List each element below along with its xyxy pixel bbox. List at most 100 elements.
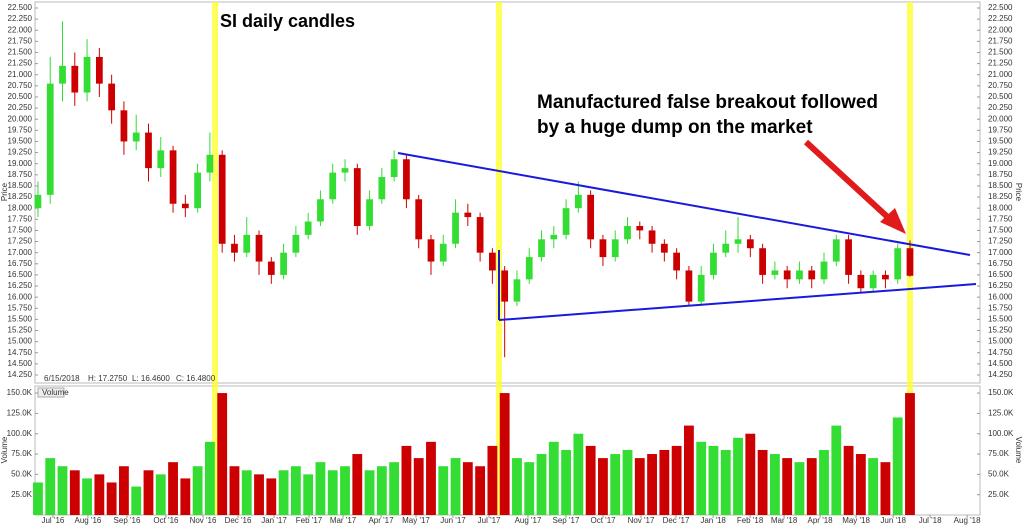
y-tick-label: 21.000 [8,70,33,79]
volume-bar [168,462,178,515]
volume-bar [745,433,756,515]
volume-bar [401,445,412,515]
x-tick-label: Sep '16 [114,516,141,525]
candle-body [525,257,533,280]
price-panel [34,1,981,384]
candle-body [218,154,226,244]
volume-bar [659,449,670,515]
y2-tick-label: 150.0K [988,388,1014,397]
y-tick-label: 16.500 [988,270,1013,279]
candle-body [145,132,152,169]
annotation: Manufactured false breakout followed [537,92,878,113]
x-tick-label: Mar '18 [771,516,798,525]
candle-body [771,270,779,275]
info-date: 6/15/2018 [44,374,80,383]
y-tick-label: 14.750 [8,348,33,357]
candle-body [673,252,681,271]
x-tick-label: Jan '18 [700,516,726,525]
y-tick-label: 14.500 [988,359,1013,368]
candle-body [439,243,447,262]
x-tick-label: Feb '17 [296,516,323,525]
candle-body [587,194,595,240]
candle-body [267,261,275,275]
volume-bar [364,470,375,515]
volume-bar [33,482,43,515]
volume-bar [683,425,694,515]
y-tick-label: 17.000 [8,248,33,257]
volume-bar [106,482,117,515]
y-tick-label: 17.000 [988,248,1013,257]
volume-bar [450,458,461,515]
chart-title: SI daily candles [220,11,355,31]
y-tick-label: 15.000 [988,337,1013,346]
x-tick-label: Jul '18 [919,516,942,525]
volume-bar [475,466,486,515]
y-tick-label: 20.000 [8,114,33,123]
candle-body [292,234,300,253]
y-tick-label: 17.750 [8,214,33,223]
volume-badge [37,387,65,398]
y-tick-label: 15.750 [988,303,1013,312]
volume-bar [536,454,547,515]
candle-body [513,279,521,302]
candle-body [783,270,791,280]
info-close: C: 16.4800 [176,374,216,383]
arrow-head [880,208,906,234]
y2-tick-label: 125.0K [7,409,33,418]
volume-bar [548,441,559,515]
y-tick-label: 22.000 [988,25,1013,34]
volume-bar [708,445,719,515]
y-tick-label: 14.750 [988,348,1013,357]
y-tick-label: 16.250 [988,281,1013,290]
volume-bar [192,466,203,515]
candle-body [34,194,42,209]
candle-body [120,110,128,142]
candle-body [820,261,828,280]
volume-bar [905,393,915,515]
y-tick-label: 14.250 [8,370,33,379]
volume-bar [426,441,436,515]
volume-bar [217,393,228,515]
candle-body [722,243,730,253]
volume-bar [769,454,780,515]
y-axis-label: Price [0,182,9,201]
candle-body [59,65,66,84]
candle-body [194,172,201,209]
volume-bar [315,462,326,515]
y-tick-label: 21.000 [988,70,1013,79]
y-tick-label: 16.500 [8,270,33,279]
y2-tick-label: 100.0K [7,429,33,438]
y2-tick-label: 25.0K [11,490,33,499]
candle-body [206,154,214,173]
candle-body [378,177,386,200]
y-tick-label: 19.500 [988,137,1013,146]
y2-tick-label: 50.0K [11,469,33,478]
volume-bar [561,449,571,515]
y-tick-label: 21.250 [988,59,1013,68]
y-tick-label: 19.250 [8,148,33,157]
candle-body [415,199,423,240]
y-axis-label: Price [1014,183,1023,202]
y-tick-label: 15.250 [988,326,1013,335]
y-tick-label: 16.000 [988,292,1013,301]
volume-bar [622,449,633,515]
highlight [212,2,218,515]
volume-bar [155,474,166,515]
y-tick-label: 19.000 [988,159,1013,168]
y-tick-label: 21.750 [988,36,1013,45]
info-high: H: 17.2750 [88,374,128,383]
candle-body [46,83,54,195]
volume-bar [880,462,891,515]
y2-tick-label: 75.0K [988,449,1010,458]
volume-bar [131,486,142,515]
candle-body [353,168,361,226]
volume-bar [82,478,92,515]
candle-body [636,225,644,231]
y-tick-label: 16.000 [8,292,33,301]
volume-bar [610,454,621,515]
y-tick-label: 15.750 [8,303,33,312]
volume-bar [512,458,522,515]
y-tick-label: 18.000 [988,203,1013,212]
candle-body [808,270,816,280]
volume-bar [843,445,854,515]
